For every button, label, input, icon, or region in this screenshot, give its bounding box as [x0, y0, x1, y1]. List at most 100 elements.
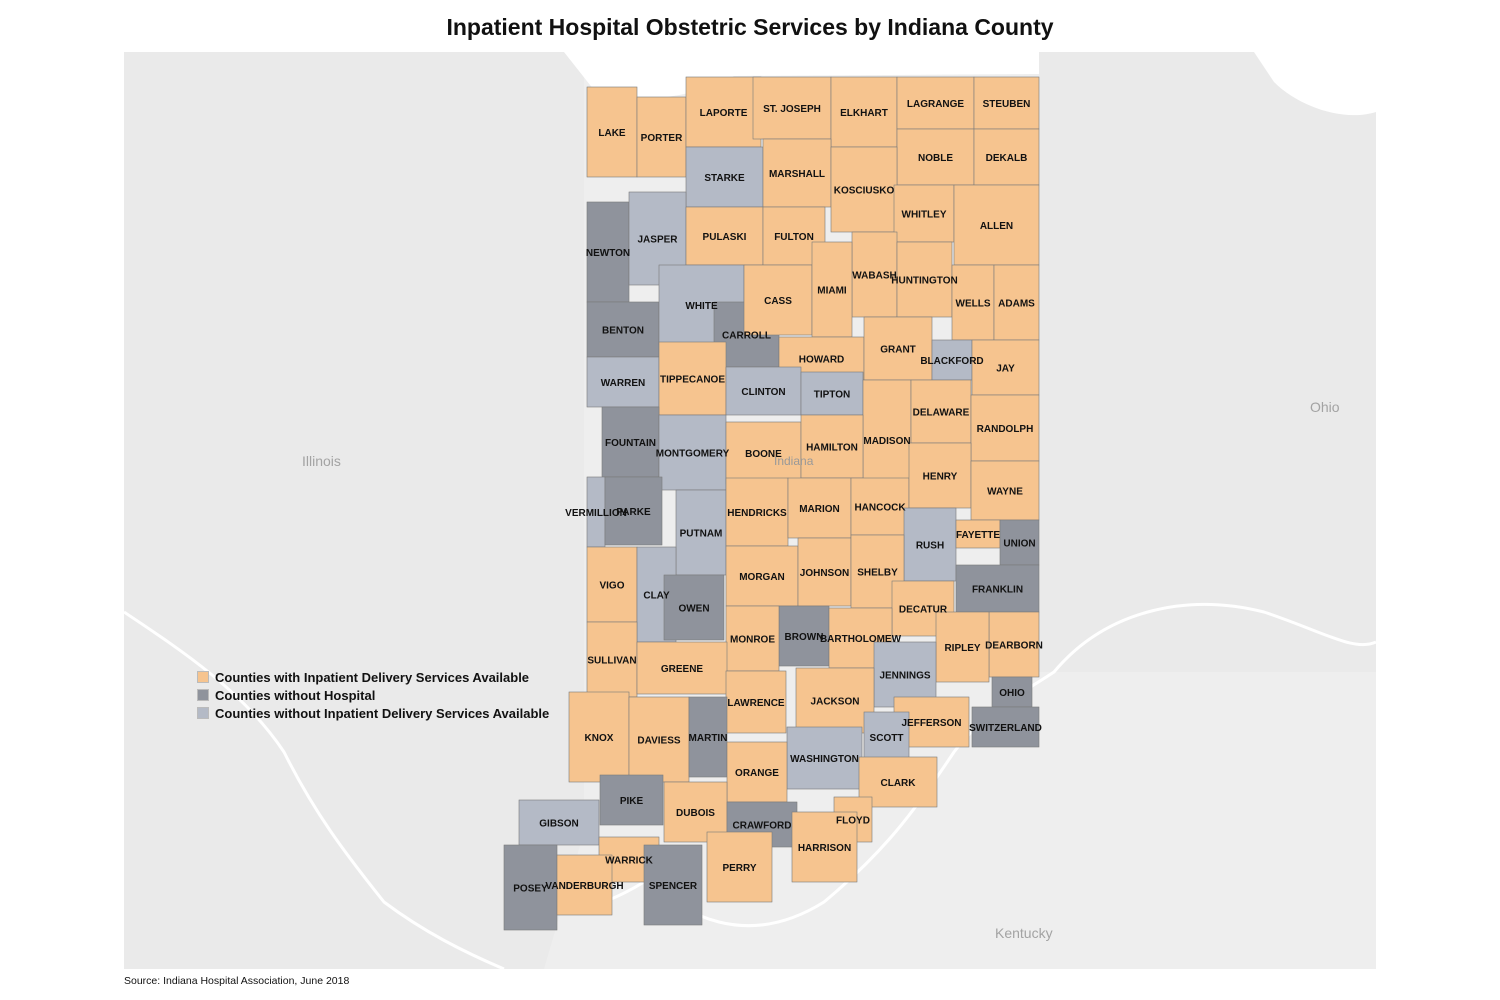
county-label-wayne: WAYNE — [987, 487, 1023, 498]
county-label-perry: PERRY — [722, 863, 756, 874]
legend-item-no-delivery: Counties without Inpatient Delivery Serv… — [197, 704, 549, 722]
county-grant — [863, 316, 933, 381]
county-label-newton: NEWTON — [586, 248, 630, 259]
county-label-benton: BENTON — [602, 326, 644, 337]
county-cass — [743, 264, 813, 336]
county-allen — [953, 184, 1040, 266]
county-label-grant: GRANT — [880, 345, 916, 356]
county-label-orange: ORANGE — [735, 768, 779, 779]
county-label-hamilton: HAMILTON — [806, 443, 858, 454]
county-vanderburgh — [556, 854, 613, 916]
county-label-lake: LAKE — [598, 128, 626, 139]
county-starke — [685, 146, 764, 208]
county-label-whitley: WHITLEY — [902, 210, 947, 221]
county-label-noble: NOBLE — [918, 153, 953, 164]
county-label-shelby: SHELBY — [857, 568, 898, 579]
legend-item-delivery: Counties with Inpatient Delivery Service… — [197, 668, 549, 686]
county-label-brown: BROWN — [785, 632, 824, 643]
county-dearborn — [988, 611, 1040, 678]
county-scott — [863, 711, 910, 763]
county-perry — [706, 831, 773, 903]
county-label-knox: KNOX — [585, 733, 614, 744]
county-label-martin: MARTIN — [689, 733, 728, 744]
county-hancock — [850, 477, 910, 536]
county-label-howard: HOWARD — [799, 355, 845, 366]
county-sullivan — [586, 621, 638, 698]
county-newton — [586, 201, 630, 303]
county-label-tippecanoe: TIPPECANOE — [660, 375, 725, 386]
county-label-kosciusko: KOSCIUSKO — [834, 186, 895, 197]
county-label-adams: ADAMS — [998, 299, 1035, 310]
county-label-miami: MIAMI — [817, 286, 847, 297]
county-label-scott: SCOTT — [870, 733, 904, 744]
county-label-fulton: FULTON — [774, 232, 814, 243]
county-label-clark: CLARK — [881, 778, 917, 789]
county-label-owen: OWEN — [678, 604, 709, 615]
county-miami — [811, 241, 853, 338]
county-label-clay: CLAY — [643, 591, 670, 602]
legend-swatch-delivery — [197, 671, 209, 683]
county-dekalb — [973, 128, 1040, 186]
county-label-daviess: DAVIESS — [637, 736, 680, 747]
county-label-pulaski: PULASKI — [703, 232, 747, 243]
county-tippecanoe — [658, 341, 727, 416]
county-label-starke: STARKE — [704, 173, 745, 184]
county-label-white: WHITE — [685, 301, 718, 312]
county-steuben — [973, 76, 1040, 130]
county-label-parke: PARKE — [616, 507, 651, 518]
county-label-henry: HENRY — [923, 472, 958, 483]
county-label-st-joseph: ST. JOSEPH — [763, 104, 821, 115]
county-wayne — [970, 460, 1040, 521]
county-label-lawrence: LAWRENCE — [727, 698, 785, 709]
legend-label-no-delivery: Counties without Inpatient Delivery Serv… — [215, 705, 550, 721]
county-label-ripley: RIPLEY — [944, 643, 980, 654]
county-harrison — [791, 811, 858, 883]
county-label-monroe: MONROE — [730, 635, 775, 646]
county-label-vanderburgh: VANDERBURGH — [545, 881, 623, 892]
county-label-decatur: DECATUR — [899, 605, 948, 616]
lake-erie — [1254, 52, 1376, 116]
indiana-map: Illinois Ohio Kentucky LAKE PORTER LAPORTE… — [124, 52, 1376, 969]
county-tipton — [800, 371, 864, 416]
county-marion — [787, 477, 852, 539]
county-pike — [599, 774, 664, 826]
county-label-marshall: MARSHALL — [769, 169, 825, 180]
county-label-franklin: FRANKLIN — [972, 585, 1023, 596]
county-label-jennings: JENNINGS — [879, 671, 930, 682]
county-parke — [604, 476, 663, 546]
county-brown — [778, 605, 830, 667]
legend: Counties with Inpatient Delivery Service… — [197, 668, 549, 722]
county-label-johnson: JOHNSON — [800, 568, 849, 579]
county-label-steuben: STEUBEN — [983, 99, 1031, 110]
county-label-floyd: FLOYD — [836, 816, 870, 827]
county-label-rush: RUSH — [916, 541, 944, 552]
county-lawrence — [725, 670, 787, 734]
county-label-blackford: BLACKFORD — [920, 356, 983, 367]
county-label-warrick: WARRICK — [605, 856, 654, 867]
ohio-region — [1039, 52, 1376, 672]
county-fountain — [601, 406, 660, 478]
county-vigo — [586, 546, 638, 623]
county-label-boone: BOONE — [745, 449, 782, 460]
county-noble — [896, 128, 975, 186]
county-label-gibson: GIBSON — [539, 819, 578, 830]
county-label-vigo: VIGO — [599, 581, 624, 592]
county-label-madison: MADISON — [863, 436, 910, 447]
county-morgan — [725, 545, 799, 607]
illinois-label: Illinois — [302, 453, 341, 469]
county-label-tipton: TIPTON — [814, 390, 850, 401]
county-label-delaware: DELAWARE — [913, 408, 970, 419]
county-label-crawford: CRAWFORD — [733, 821, 792, 832]
counties-layer: LAKE PORTER LAPORTE ST. JOSEPH ELKHART LAGRAN… — [503, 76, 1043, 931]
county-label-marion: MARION — [799, 504, 840, 515]
county-label-spencer: SPENCER — [649, 881, 698, 892]
county-label-bartholomew: BARTHOLOMEW — [820, 634, 902, 645]
county-warren — [586, 356, 660, 408]
county-label-huntington: HUNTINGTON — [891, 276, 957, 287]
county-label-dearborn: DEARBORN — [985, 641, 1043, 652]
ohio-label: Ohio — [1310, 399, 1340, 415]
county-washington — [786, 726, 863, 790]
county-label-union: UNION — [1003, 539, 1035, 550]
county-marshall — [762, 138, 832, 208]
county-fayette — [955, 519, 1001, 549]
